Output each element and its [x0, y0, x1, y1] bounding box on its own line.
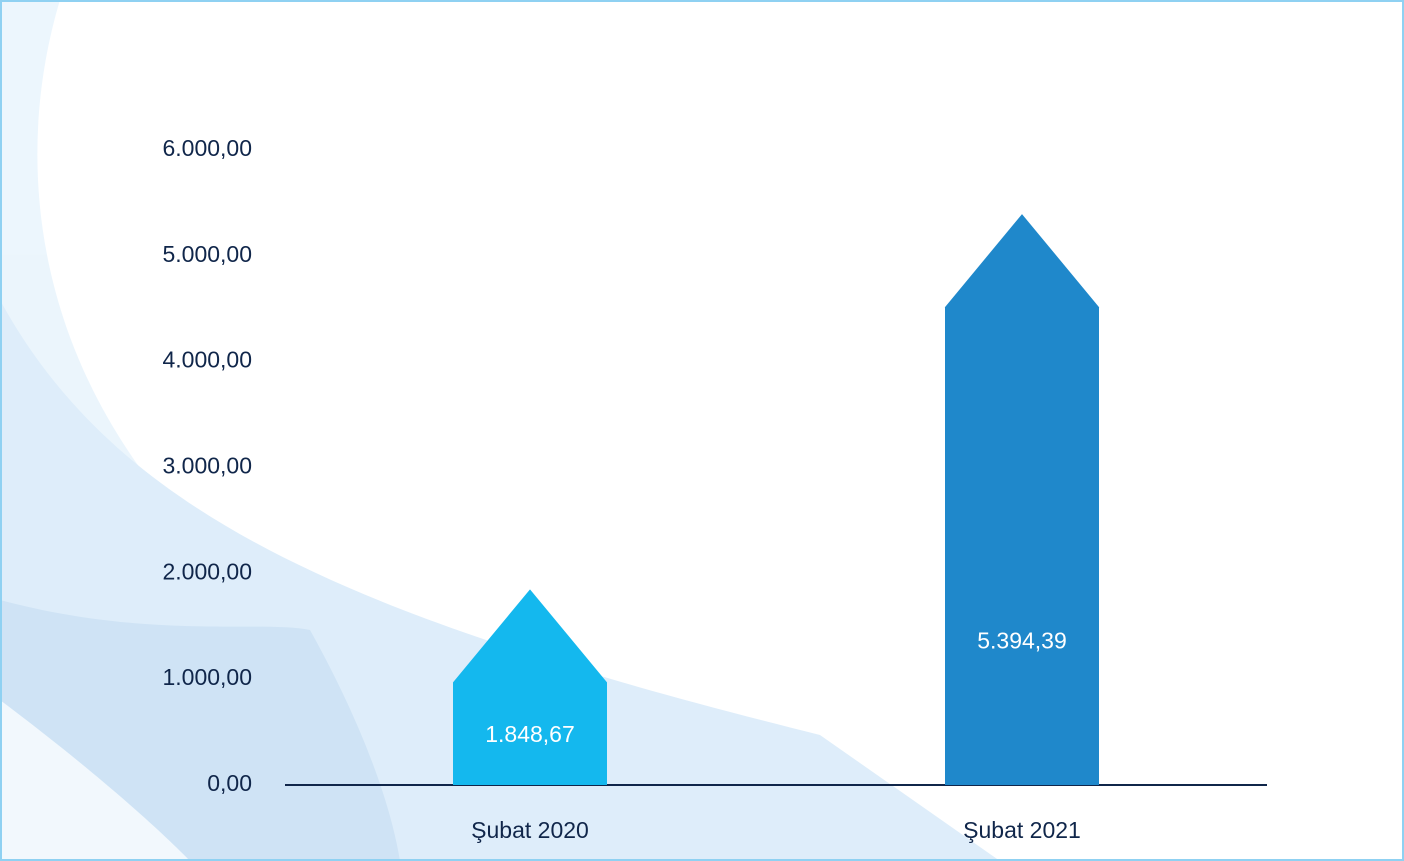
x-tick-label: Şubat 2020 [471, 817, 589, 843]
y-tick-label: 0,00 [207, 770, 252, 796]
value-label: 5.394,39 [977, 627, 1067, 653]
value-label: 1.848,67 [485, 721, 575, 747]
y-tick-label: 3.000,00 [162, 453, 252, 479]
y-tick-label: 5.000,00 [162, 241, 252, 267]
x-tick-label: Şubat 2021 [963, 817, 1081, 843]
y-tick-label: 1.000,00 [162, 664, 252, 690]
bar [945, 214, 1099, 785]
chart: 0,00 1.000,00 2.000,00 3.000,00 4.000,00 5.00… [0, 0, 1404, 861]
y-tick-label: 2.000,00 [162, 558, 252, 584]
y-tick-label: 6.000,00 [162, 135, 252, 161]
y-tick-label: 4.000,00 [162, 347, 252, 373]
